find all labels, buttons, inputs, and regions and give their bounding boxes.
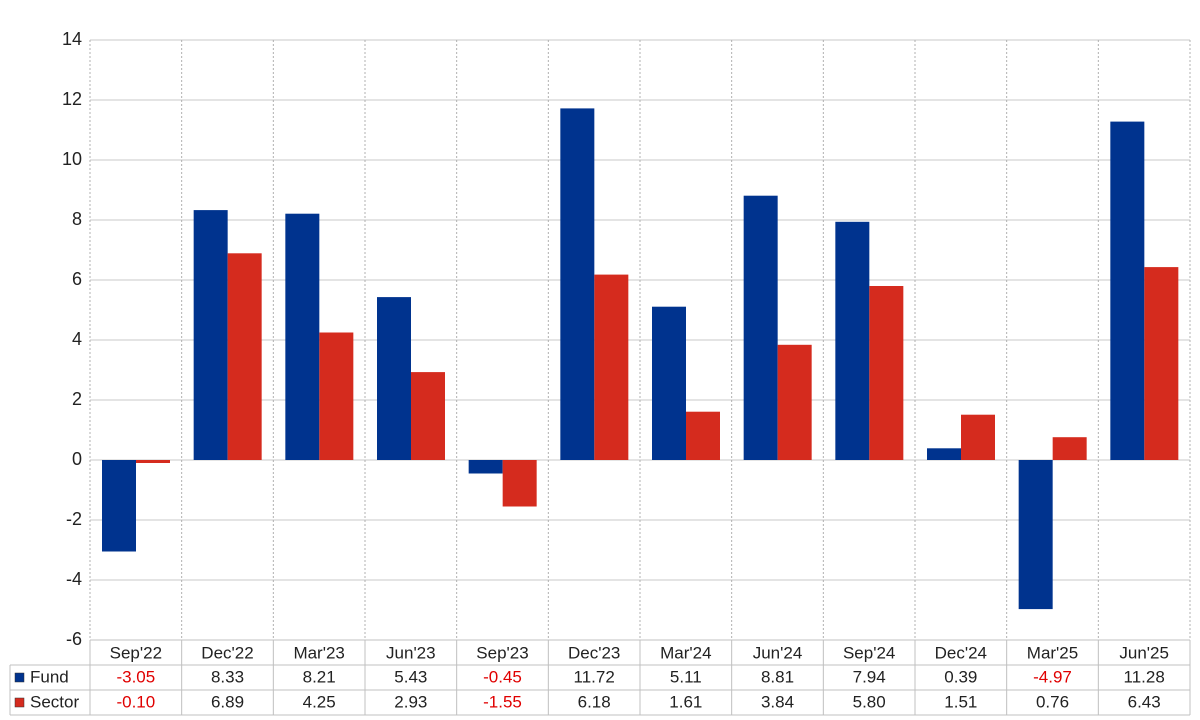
x-tick-label: Sep'22 xyxy=(110,643,162,662)
table-value: 1.61 xyxy=(669,692,702,711)
table-value: 6.89 xyxy=(211,692,244,711)
table-value: 7.94 xyxy=(853,667,886,686)
y-tick-label: 4 xyxy=(72,329,82,349)
table-value: 0.39 xyxy=(944,667,977,686)
bar xyxy=(502,460,537,507)
x-tick-label: Mar'25 xyxy=(1027,643,1078,662)
bar xyxy=(227,253,262,460)
bar xyxy=(1018,460,1053,610)
y-tick-label: 14 xyxy=(62,29,82,49)
bar xyxy=(927,448,961,460)
y-tick-label: 2 xyxy=(72,389,82,409)
bar xyxy=(835,221,870,460)
table-value: -0.10 xyxy=(116,692,155,711)
bar xyxy=(961,414,995,460)
y-tick-label: 12 xyxy=(62,89,82,109)
table-value: 5.11 xyxy=(670,667,702,686)
bar xyxy=(319,332,354,460)
x-tick-label: Sep'23 xyxy=(476,643,528,662)
bar xyxy=(686,411,720,460)
x-tick-label: Jun'24 xyxy=(753,643,803,662)
bar xyxy=(743,195,778,460)
table-value: -4.97 xyxy=(1033,667,1072,686)
bar xyxy=(652,306,686,460)
bar xyxy=(777,344,812,460)
table-value: 4.25 xyxy=(303,692,336,711)
x-tick-label: Dec'22 xyxy=(201,643,253,662)
legend-swatch xyxy=(14,697,25,708)
table-value: 8.21 xyxy=(303,667,336,686)
table-value: 5.43 xyxy=(394,667,427,686)
y-tick-label: 8 xyxy=(72,209,82,229)
table-value: 5.80 xyxy=(853,692,886,711)
legend-label: Sector xyxy=(30,692,79,711)
x-tick-label: Mar'23 xyxy=(293,643,344,662)
bar xyxy=(377,297,411,460)
x-tick-label: Jun'25 xyxy=(1119,643,1169,662)
x-tick-label: Sep'24 xyxy=(843,643,895,662)
legend-label: Fund xyxy=(30,667,69,686)
y-tick-label: 0 xyxy=(72,449,82,469)
bar xyxy=(468,460,503,474)
y-tick-label: -4 xyxy=(66,569,82,589)
x-tick-label: Dec'24 xyxy=(935,643,987,662)
x-tick-label: Mar'24 xyxy=(660,643,711,662)
table-value: -3.05 xyxy=(116,667,155,686)
table-value: 1.51 xyxy=(944,692,977,711)
table-value: 11.28 xyxy=(1124,667,1165,686)
y-tick-label: 10 xyxy=(62,149,82,169)
legend-swatch xyxy=(14,672,25,683)
table-value: 11.72 xyxy=(574,667,615,686)
table-value: -1.55 xyxy=(483,692,522,711)
bar xyxy=(869,286,904,460)
bar xyxy=(594,274,629,460)
bar xyxy=(285,213,320,460)
table-value: 2.93 xyxy=(394,692,427,711)
table-value: 6.43 xyxy=(1128,692,1161,711)
bar xyxy=(1052,437,1087,460)
table-value: 0.76 xyxy=(1036,692,1069,711)
table-value: 8.33 xyxy=(211,667,244,686)
bar xyxy=(136,460,170,463)
table-value: -0.45 xyxy=(483,667,522,686)
bar xyxy=(411,372,445,460)
x-tick-label: Dec'23 xyxy=(568,643,620,662)
x-tick-label: Jun'23 xyxy=(386,643,436,662)
bar xyxy=(102,460,136,552)
y-tick-label: -6 xyxy=(66,629,82,649)
y-tick-label: -2 xyxy=(66,509,82,529)
table-value: 3.84 xyxy=(761,692,794,711)
bar xyxy=(1144,267,1179,460)
table-value: 6.18 xyxy=(578,692,611,711)
table-value: 8.81 xyxy=(761,667,794,686)
y-tick-label: 6 xyxy=(72,269,82,289)
bar xyxy=(193,210,228,460)
bar xyxy=(560,108,595,461)
bar xyxy=(1110,121,1145,460)
